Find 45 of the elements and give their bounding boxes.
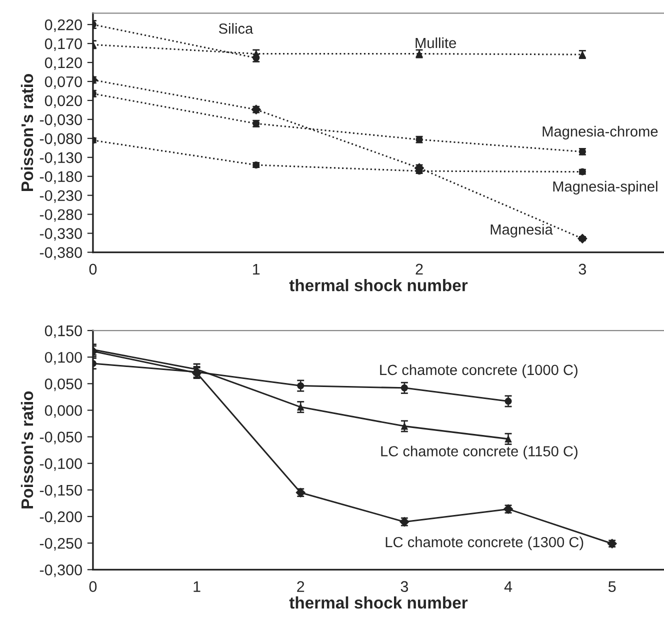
y-tick-label: 0,220	[44, 19, 82, 32]
x-axis-title: thermal shock number	[289, 279, 468, 292]
y-tick-label: -0,080	[40, 133, 82, 146]
x-tick-label: 2	[416, 264, 423, 274]
x-tick-label: 5	[608, 581, 616, 592]
y-tick-label: 0,020	[44, 95, 82, 108]
y-axis-title: Poisson's ratio	[20, 391, 34, 508]
y-axis-title: Poisson's ratio	[20, 74, 34, 191]
series-label: Silica	[218, 23, 254, 34]
series-label: Magnesia-chrome	[542, 126, 658, 140]
series-label: Magnesia	[490, 224, 553, 238]
y-tick-label: 0,150	[44, 325, 82, 338]
y-tick-label: 0,120	[44, 57, 82, 70]
x-tick-label: 1	[253, 264, 260, 274]
x-tick-label: 0	[89, 264, 97, 275]
y-tick-label: -0,150	[40, 484, 82, 498]
y-tick-label: 0,070	[44, 76, 82, 89]
y-tick-label: -0,330	[40, 228, 82, 241]
y-tick-label: -0,180	[40, 171, 82, 184]
y-tick-label: -0,250	[40, 538, 82, 551]
x-tick-label: 3	[578, 264, 586, 275]
y-tick-label: -0,200	[40, 511, 82, 524]
y-tick-label: -0,100	[40, 458, 82, 471]
y-tick-label: -0,230	[40, 190, 82, 203]
series-label: LC chamote concrete (1300 C)	[386, 536, 584, 550]
x-tick-label: 3	[400, 581, 408, 592]
y-tick-label: -0,280	[40, 209, 82, 222]
y-tick-label: -0,030	[40, 114, 82, 127]
y-tick-label: 0,100	[44, 352, 82, 365]
x-tick-label: 0	[89, 581, 97, 592]
y-tick-label: -0,050	[40, 432, 82, 444]
y-tick-label: -0,300	[40, 564, 82, 578]
series-label: Magnesia-spinel	[553, 180, 658, 195]
series-label: LC chamote concrete (1150 C)	[381, 446, 578, 460]
series-label: LC chamote concrete (1000 C)	[380, 364, 578, 378]
y-tick-label: -0,130	[40, 152, 82, 165]
series-label: Mullite	[416, 37, 456, 48]
x-axis-title: thermal shock number	[289, 596, 468, 609]
y-tick-label: 0,170	[44, 38, 82, 52]
y-tick-label: -0,380	[40, 247, 82, 260]
y-tick-label: 0,050	[44, 378, 82, 392]
x-tick-label: 1	[194, 581, 200, 592]
y-tick-label: 0,000	[44, 405, 82, 418]
x-tick-label: 4	[504, 581, 512, 592]
x-tick-label: 2	[297, 581, 304, 592]
